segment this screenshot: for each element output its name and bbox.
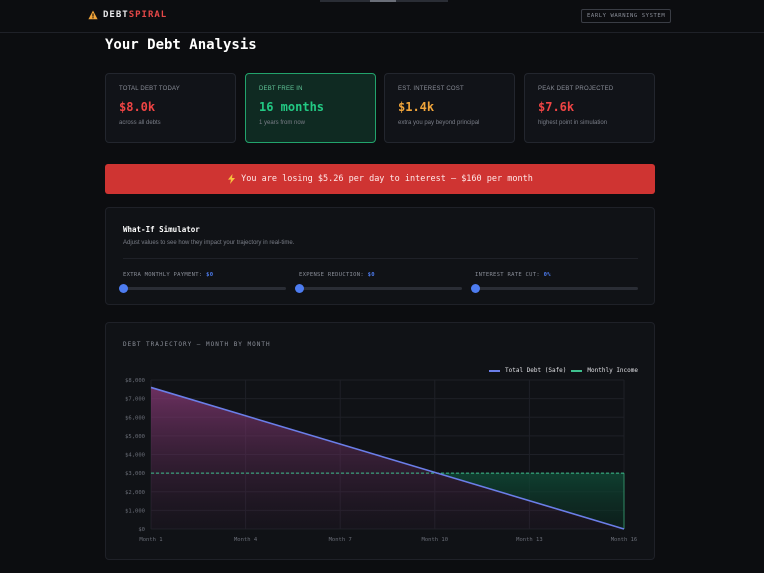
y-tick-label: $1,000	[125, 508, 145, 514]
slider-label-text: EXPENSE REDUCTION:	[299, 272, 365, 278]
warning-icon	[88, 10, 98, 20]
debt-trajectory-chart: $8,000 $7,000 $6,000 $5,000 $4,000 $3,000 $2,0…	[125, 378, 638, 543]
lightning-icon	[228, 174, 236, 184]
card-sub: highest point in simulation	[538, 120, 608, 126]
card-sub: 1 years from now	[259, 120, 306, 126]
slider-label: EXPENSE REDUCTION: $0	[299, 272, 462, 278]
simulator-title: What-If Simulator	[123, 225, 200, 234]
extra-payment-slider[interactable]: EXTRA MONTHLY PAYMENT: $0	[119, 272, 286, 293]
slider-track[interactable]	[471, 283, 638, 293]
divider	[123, 258, 638, 259]
debt-trajectory-panel: DEBT TRAJECTORY — MONTH BY MONTH $8,000 $…	[105, 322, 655, 560]
x-tick-label: Month 16	[611, 537, 638, 543]
slider-value: $0	[367, 272, 375, 278]
slider-thumb[interactable]	[119, 283, 128, 293]
y-tick-label: $2,000	[125, 490, 145, 496]
y-tick-label: $7,000	[125, 397, 145, 403]
y-tick-label: $4,000	[125, 453, 145, 459]
card-value: 16 months	[259, 100, 325, 114]
card-label: DEBT FREE IN	[259, 86, 303, 92]
logo[interactable]: DEBTSPIRAL	[88, 10, 167, 20]
slider-label-text: EXTRA MONTHLY PAYMENT:	[123, 272, 203, 278]
slider-label: INTEREST RATE CUT: 0%	[475, 272, 638, 278]
slider-track[interactable]	[119, 283, 286, 293]
card-value: $7.6k	[538, 100, 575, 114]
card-label: EST. INTEREST COST	[398, 86, 464, 92]
legend-swatch-income	[571, 369, 583, 372]
interest-alert-banner: You are losing $5.26 per day to interest…	[105, 164, 655, 194]
y-tick-label: $0	[138, 527, 145, 533]
slider-label-text: INTEREST RATE CUT:	[475, 272, 541, 278]
top-progress-strip	[320, 0, 448, 2]
chart-legend: Total Debt (Safe) Monthly Income	[489, 367, 638, 374]
card-value: $1.4k	[398, 100, 435, 114]
x-tick-label: Month 13	[516, 537, 543, 543]
debt-line	[150, 386, 625, 530]
legend-debt: Total Debt (Safe)	[505, 367, 567, 374]
page-title: Your Debt Analysis	[105, 37, 257, 53]
slider-value: 0%	[543, 272, 551, 278]
slider-thumb[interactable]	[295, 283, 304, 293]
legend-swatch-debt	[489, 369, 500, 372]
what-if-simulator: What-If Simulator Adjust values to see h…	[105, 207, 655, 305]
y-tick-label: $3,000	[125, 471, 145, 477]
card-label: TOTAL DEBT TODAY	[119, 86, 180, 92]
y-tick-label: $6,000	[125, 415, 145, 421]
card-peak-debt: PEAK DEBT PROJECTED $7.6k highest point …	[524, 73, 655, 143]
x-tick-label: Month 4	[234, 537, 258, 543]
interest-rate-cut-slider[interactable]: INTEREST RATE CUT: 0%	[471, 272, 638, 293]
card-value: $8.0k	[119, 100, 156, 114]
expense-reduction-slider[interactable]: EXPENSE REDUCTION: $0	[295, 272, 462, 293]
x-tick-label: Month 10	[422, 537, 449, 543]
brand-part-2: SPIRAL	[128, 10, 168, 20]
card-sub: across all debts	[119, 120, 161, 126]
x-tick-label: Month 7	[329, 537, 352, 543]
card-sub: extra you pay beyond principal	[398, 120, 480, 126]
top-bar: DEBTSPIRAL EARLY WARNING SYSTEM	[0, 0, 764, 33]
card-total-debt: TOTAL DEBT TODAY $8.0k across all debts	[105, 73, 236, 143]
slider-thumb[interactable]	[471, 283, 480, 293]
y-tick-label: $5,000	[125, 434, 145, 440]
card-debt-free: DEBT FREE IN 16 months 1 years from now	[245, 73, 376, 143]
card-interest-cost: EST. INTEREST COST $1.4k extra you pay b…	[384, 73, 515, 143]
slider-label: EXTRA MONTHLY PAYMENT: $0	[123, 272, 286, 278]
legend-income: Monthly Income	[587, 367, 638, 374]
simulator-description: Adjust values to see how they impact you…	[123, 240, 295, 246]
slider-value: $0	[206, 272, 214, 278]
slider-track[interactable]	[295, 283, 462, 293]
brand-name: DEBTSPIRAL	[103, 10, 167, 20]
card-label: PEAK DEBT PROJECTED	[538, 86, 614, 92]
early-warning-badge: EARLY WARNING SYSTEM	[581, 9, 672, 23]
x-tick-label: Month 1	[139, 537, 162, 543]
alert-text: You are losing $5.26 per day to interest…	[241, 174, 533, 184]
brand-part-1: DEBT	[103, 10, 129, 20]
y-tick-label: $8,000	[125, 378, 145, 384]
chart-title: DEBT TRAJECTORY — MONTH BY MONTH	[123, 341, 271, 348]
